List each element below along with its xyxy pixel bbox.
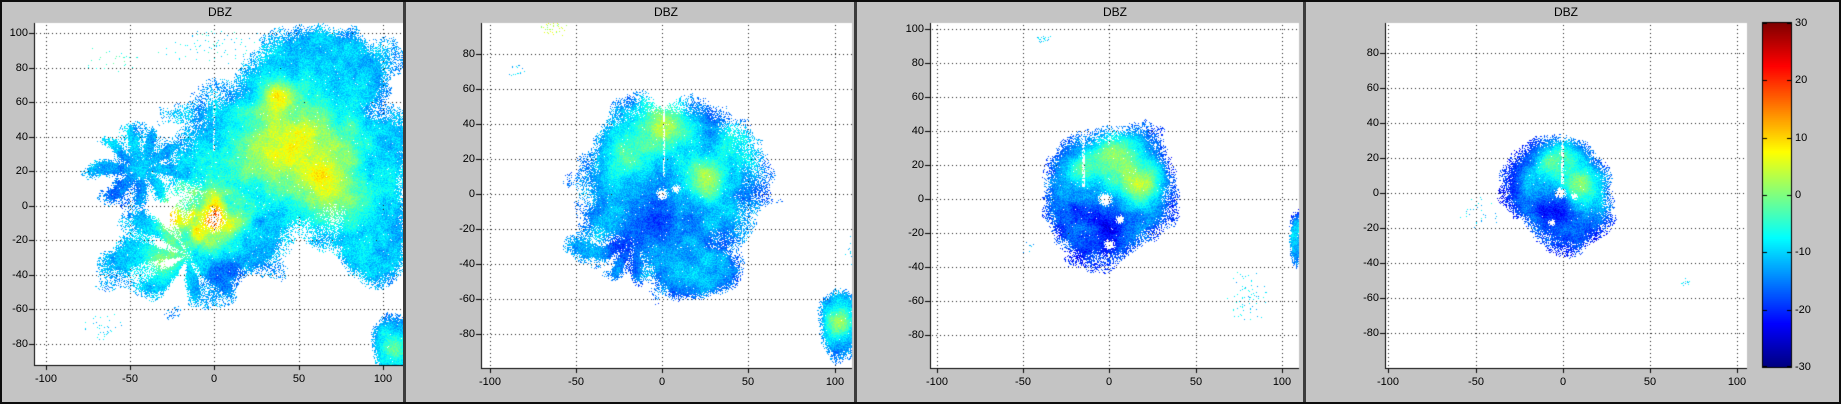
panel-title: DBZ bbox=[1103, 5, 1127, 19]
y-tick-label: 20 bbox=[462, 153, 475, 165]
y-tick-label: -40 bbox=[1363, 257, 1379, 269]
y-tick-label: 80 bbox=[911, 57, 924, 69]
x-tick-label: 100 bbox=[1727, 376, 1747, 388]
radar-plot-canvas-2 bbox=[406, 2, 854, 402]
x-tick-label: -50 bbox=[568, 376, 584, 388]
y-tick-label: -20 bbox=[12, 234, 28, 246]
y-tick-label: 0 bbox=[917, 193, 924, 205]
y-tick-label: 100 bbox=[9, 27, 28, 39]
colorbar-tick-label: -10 bbox=[1795, 246, 1811, 258]
radar-panel-1: DBZ -100 -50 0 50 100 100 80 60 40 20 0 -20 -40 -60 -8… bbox=[2, 2, 403, 402]
y-tick-label: 60 bbox=[1366, 82, 1379, 94]
y-tick-label: -40 bbox=[459, 258, 475, 270]
x-tick-label: -50 bbox=[122, 373, 138, 385]
x-tick-label: 50 bbox=[1643, 376, 1657, 388]
y-tick-label: 80 bbox=[462, 48, 475, 60]
y-tick-label: 100 bbox=[905, 23, 924, 35]
x-tick-label: 0 bbox=[1559, 376, 1567, 388]
y-tick-label: -80 bbox=[12, 338, 28, 350]
y-tick-label: -60 bbox=[908, 295, 924, 307]
y-tick-label: 60 bbox=[911, 91, 924, 103]
radar-plot-canvas-4 bbox=[1306, 2, 1839, 402]
y-tick-label: 40 bbox=[15, 131, 28, 143]
y-tick-label: -60 bbox=[12, 303, 28, 315]
y-tick-label: 20 bbox=[15, 165, 28, 177]
x-tick-label: 100 bbox=[1272, 376, 1292, 388]
y-tick-label: -40 bbox=[908, 261, 924, 273]
y-tick-label: 80 bbox=[15, 62, 28, 74]
y-tick-label: 20 bbox=[911, 159, 924, 171]
y-tick-label: 40 bbox=[1366, 117, 1379, 129]
y-tick-label: -20 bbox=[908, 227, 924, 239]
y-tick-label: 60 bbox=[15, 96, 28, 108]
radar-plot-canvas-1 bbox=[2, 2, 403, 402]
y-tick-label: 0 bbox=[1372, 187, 1379, 199]
x-tick-label: 0 bbox=[210, 373, 218, 385]
x-tick-label: -50 bbox=[1015, 376, 1031, 388]
panel-title: DBZ bbox=[1554, 5, 1578, 19]
x-tick-label: 100 bbox=[825, 376, 845, 388]
x-tick-label: 0 bbox=[658, 376, 666, 388]
y-tick-label: 40 bbox=[911, 125, 924, 137]
colorbar-tick-label: 0 bbox=[1795, 189, 1802, 201]
y-tick-label: 20 bbox=[1366, 152, 1379, 164]
y-tick-label: 40 bbox=[462, 118, 475, 130]
x-tick-label: 100 bbox=[373, 373, 393, 385]
colorbar-tick-label: 30 bbox=[1795, 17, 1808, 29]
y-tick-label: 80 bbox=[1366, 47, 1379, 59]
radar-panel-2: DBZ -100 -50 0 50 100 80 60 40 20 0 -20 -40 -60 -80 bbox=[406, 2, 854, 402]
y-tick-label: -20 bbox=[459, 223, 475, 235]
y-tick-label: -80 bbox=[908, 329, 924, 341]
x-tick-label: -100 bbox=[478, 376, 502, 388]
panel-title: DBZ bbox=[654, 5, 678, 19]
y-tick-label: -80 bbox=[459, 328, 475, 340]
y-tick-label: 0 bbox=[21, 200, 28, 212]
x-tick-label: -100 bbox=[925, 376, 949, 388]
radar-panel-4: DBZ -100 -50 0 50 100 80 60 40 20 0 -20 -40 -60 -80 30… bbox=[1306, 2, 1839, 402]
x-tick-label: 50 bbox=[741, 376, 755, 388]
x-tick-label: 0 bbox=[1105, 376, 1113, 388]
y-tick-label: -80 bbox=[1363, 327, 1379, 339]
y-tick-label: 60 bbox=[462, 83, 475, 95]
radar-panel-3: DBZ -100 -50 0 50 100 100 80 60 40 20 0 -20 -40 -60 -8… bbox=[857, 2, 1303, 402]
x-tick-label: -100 bbox=[34, 373, 58, 385]
x-tick-label: 50 bbox=[1189, 376, 1203, 388]
y-tick-label: -40 bbox=[12, 269, 28, 281]
colorbar-tick-label: 10 bbox=[1795, 132, 1808, 144]
y-tick-label: -60 bbox=[459, 293, 475, 305]
y-tick-label: 0 bbox=[468, 188, 475, 200]
x-tick-label: -100 bbox=[1376, 376, 1400, 388]
x-tick-label: 50 bbox=[292, 373, 306, 385]
y-tick-label: -60 bbox=[1363, 292, 1379, 304]
panel-title: DBZ bbox=[208, 5, 232, 19]
radar-plot-canvas-3 bbox=[857, 2, 1303, 402]
panel-separator bbox=[854, 2, 857, 402]
colorbar-tick-label: -20 bbox=[1795, 304, 1811, 316]
panel-separator bbox=[403, 2, 406, 402]
colorbar-tick-label: 20 bbox=[1795, 74, 1808, 86]
x-tick-label: -50 bbox=[1468, 376, 1484, 388]
panel-separator bbox=[1303, 2, 1306, 402]
y-tick-label: -20 bbox=[1363, 222, 1379, 234]
colorbar-tick-label: -30 bbox=[1795, 361, 1811, 373]
